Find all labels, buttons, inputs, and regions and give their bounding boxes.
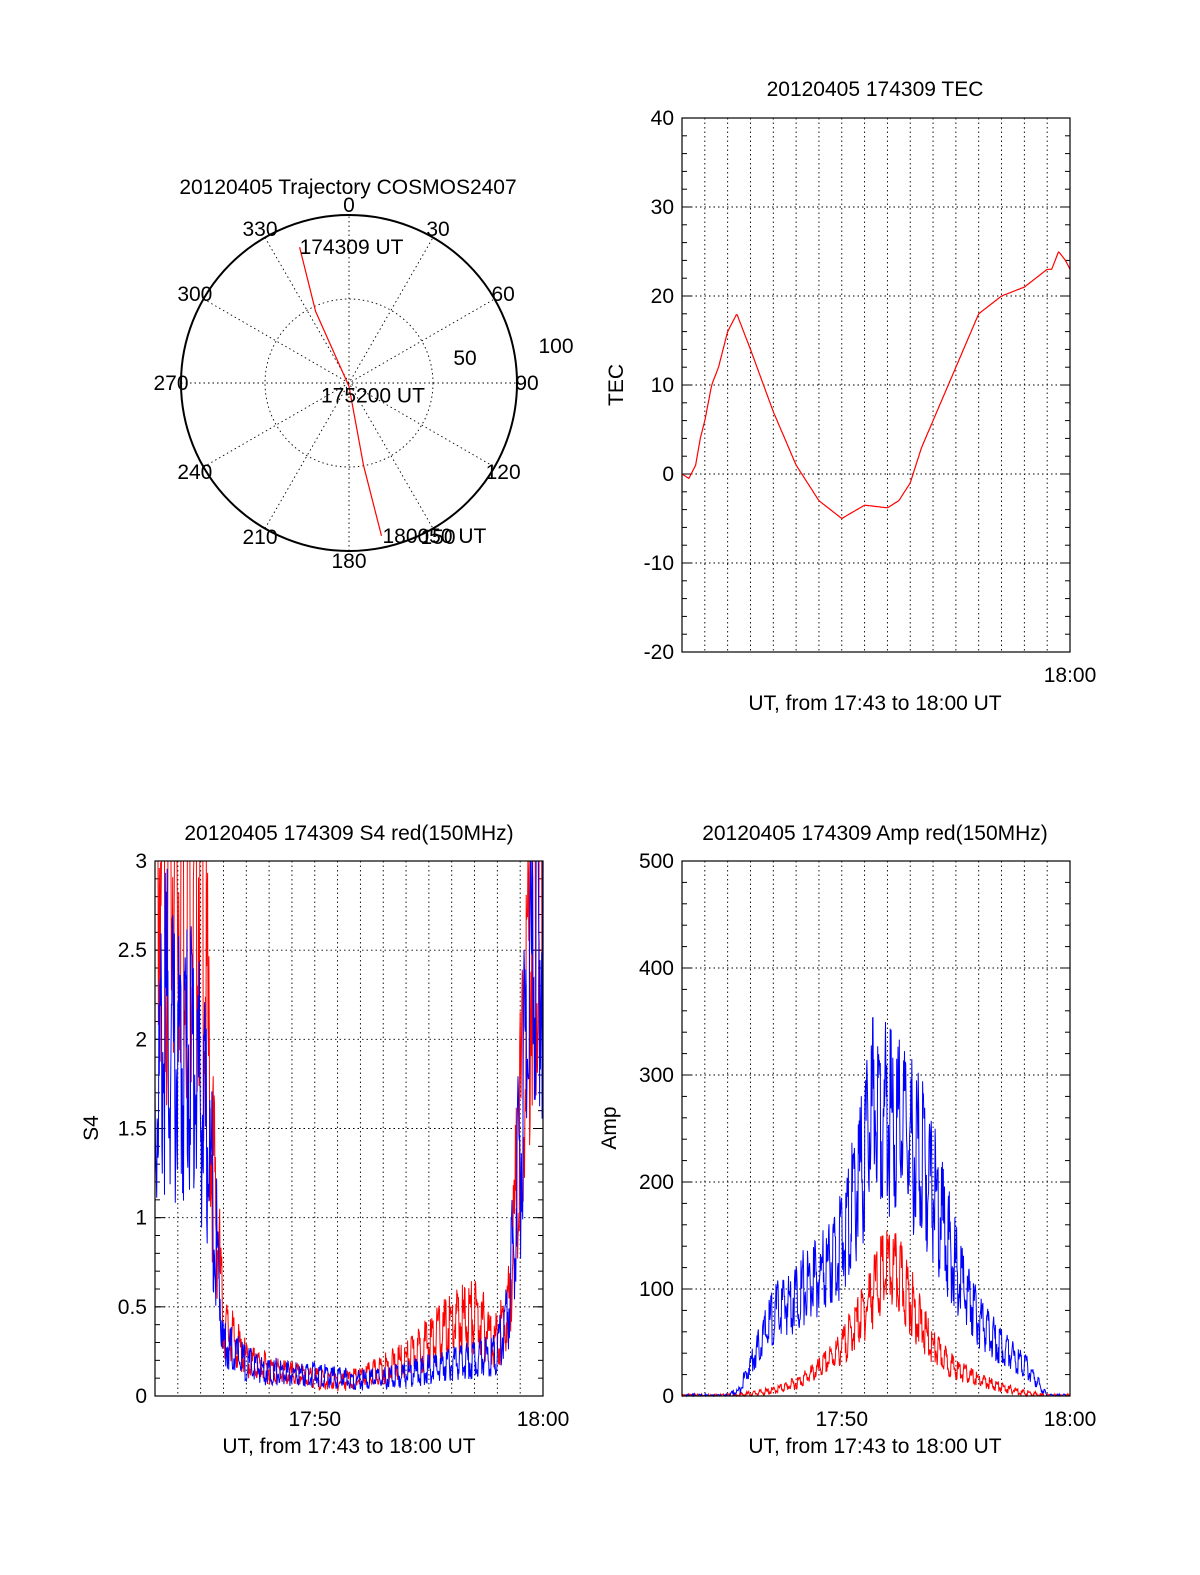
- y-tick-label: 1.5: [118, 1118, 147, 1141]
- y-tick-label: 0: [662, 463, 674, 486]
- azimuth-label: 150: [420, 526, 455, 549]
- trajectory-time-label: 175200 UT: [321, 384, 425, 407]
- s4-ylabel: S4: [80, 1115, 103, 1141]
- x-tick-label: 18:00: [1044, 664, 1097, 687]
- y-tick-label: 0: [662, 1385, 674, 1408]
- azimuth-label: 120: [486, 461, 521, 484]
- amp-title: 20120405 174309 Amp red(150MHz): [702, 822, 1048, 845]
- y-tick-label: 0.5: [118, 1296, 147, 1319]
- azimuth-label: 90: [515, 372, 538, 395]
- series-line-red: [155, 860, 544, 1392]
- y-tick-label: 10: [651, 374, 674, 397]
- azimuth-label: 240: [177, 461, 212, 484]
- azimuth-label: 180: [331, 550, 366, 573]
- x-tick-label: 17:50: [288, 1408, 341, 1431]
- s4-xlabel: UT, from 17:43 to 18:00 UT: [222, 1435, 475, 1458]
- plot-frame: [681, 860, 1071, 1397]
- trajectory-line: [299, 247, 383, 536]
- plot-frame: [154, 860, 544, 1397]
- x-tick-label: 18:00: [1044, 1408, 1097, 1431]
- azimuth-label: 300: [177, 283, 212, 306]
- azimuth-label: 270: [153, 372, 188, 395]
- azimuth-label: 30: [426, 218, 449, 241]
- s4-panel: 20120405 174309 S4 red(150MHz) UT, from …: [80, 822, 569, 1458]
- s4-title: 20120405 174309 S4 red(150MHz): [184, 822, 513, 845]
- y-tick-label: -10: [644, 552, 674, 575]
- tec-xlabel: UT, from 17:43 to 18:00 UT: [748, 692, 1001, 715]
- y-tick-label: 2: [135, 1028, 147, 1051]
- y-tick-label: 20: [651, 285, 674, 308]
- azimuth-label: 0: [343, 194, 355, 217]
- amp-panel: 20120405 174309 Amp red(150MHz) UT, from…: [598, 822, 1096, 1458]
- tec-ylabel: TEC: [605, 364, 628, 406]
- y-tick-label: 200: [639, 1171, 674, 1194]
- y-tick-label: -20: [644, 641, 674, 664]
- series-line-red: [681, 1230, 1070, 1398]
- y-tick-label: 30: [651, 196, 674, 219]
- plot-frame: [681, 117, 1071, 653]
- y-tick-label: 1: [135, 1207, 147, 1230]
- azimuth-label: 330: [242, 218, 277, 241]
- amp-ylabel: Amp: [598, 1106, 621, 1149]
- y-tick-label: 100: [639, 1278, 674, 1301]
- azimuth-label: 60: [491, 283, 514, 306]
- tec-title: 20120405 174309 TEC: [767, 78, 984, 101]
- y-tick-label: 40: [651, 107, 674, 130]
- y-tick-label: 2.5: [118, 939, 147, 962]
- y-tick-label: 3: [135, 850, 147, 873]
- series-line-red: [681, 251, 1071, 519]
- elevation-label: 50: [453, 347, 476, 370]
- y-tick-label: 400: [639, 957, 674, 980]
- trajectory-polar-panel: 20120405 Trajectory COSMOS2407 0 30 60 90 12…: [153, 176, 573, 573]
- series-line-blue: [681, 1016, 1071, 1398]
- y-tick-label: 300: [639, 1064, 674, 1087]
- trajectory-time-label: 180050 UT: [382, 525, 486, 548]
- x-tick-label: 17:50: [815, 1408, 868, 1431]
- azimuth-label: 210: [242, 526, 277, 549]
- series-line-blue: [154, 860, 544, 1391]
- trajectory-time-label: 174309 UT: [300, 236, 404, 259]
- y-tick-label: 500: [639, 850, 674, 873]
- tec-panel: 20120405 174309 TEC UT, from 17:43 to 18…: [605, 78, 1096, 715]
- x-tick-label: 18:00: [517, 1408, 570, 1431]
- amp-xlabel: UT, from 17:43 to 18:00 UT: [748, 1435, 1001, 1458]
- polar-title: 20120405 Trajectory COSMOS2407: [179, 176, 516, 199]
- y-tick-label: 0: [135, 1385, 147, 1408]
- polar-spoke: [264, 237, 434, 529]
- elevation-label: 100: [538, 335, 573, 358]
